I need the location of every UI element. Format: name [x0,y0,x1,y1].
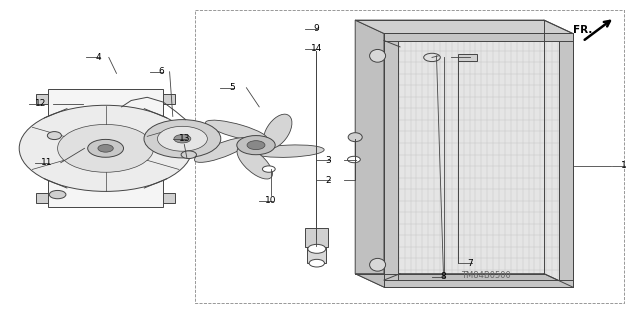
Circle shape [58,124,154,172]
Text: 7: 7 [468,259,473,268]
Circle shape [424,53,440,62]
Bar [559,33,573,287]
Text: 14: 14 [310,44,322,53]
Ellipse shape [195,137,250,162]
Ellipse shape [47,131,61,140]
Circle shape [348,156,360,163]
Circle shape [49,190,66,199]
Polygon shape [355,274,573,287]
Circle shape [19,105,192,191]
Text: 9: 9 [314,24,319,33]
Bar [36,94,48,104]
Circle shape [309,259,324,267]
Circle shape [247,141,265,150]
Text: 6: 6 [159,67,164,76]
Circle shape [98,145,113,152]
Ellipse shape [264,114,292,148]
Bar [163,193,175,203]
Circle shape [308,244,326,253]
Ellipse shape [370,49,385,62]
Text: 8: 8 [441,272,446,281]
Bar [36,193,48,203]
Circle shape [144,120,221,158]
Ellipse shape [348,133,362,142]
Ellipse shape [237,146,273,179]
Ellipse shape [205,120,267,141]
Text: 4: 4 [95,53,100,62]
Text: 2: 2 [325,176,330,185]
Bar [384,280,573,287]
Text: 11: 11 [41,158,52,167]
Bar [307,247,326,263]
Bar [384,33,573,287]
Circle shape [262,166,275,172]
Circle shape [157,126,207,151]
Polygon shape [355,20,384,287]
Text: 3: 3 [325,156,330,165]
Text: TM84B0500: TM84B0500 [461,271,511,280]
Text: 5: 5 [229,83,234,92]
Circle shape [88,139,124,157]
Bar [458,54,477,61]
Ellipse shape [254,145,324,157]
Circle shape [237,136,275,155]
Text: 1: 1 [621,161,626,170]
Bar [163,94,175,104]
Text: FR.: FR. [573,25,592,35]
Circle shape [181,151,196,159]
Text: 12: 12 [35,99,46,108]
Polygon shape [355,20,573,33]
Bar [384,33,573,41]
Circle shape [174,135,191,143]
Bar [384,33,398,287]
Ellipse shape [370,258,385,271]
Bar [305,228,328,247]
Bar [48,89,163,207]
Text: 10: 10 [265,197,276,205]
Text: 13: 13 [179,134,190,143]
